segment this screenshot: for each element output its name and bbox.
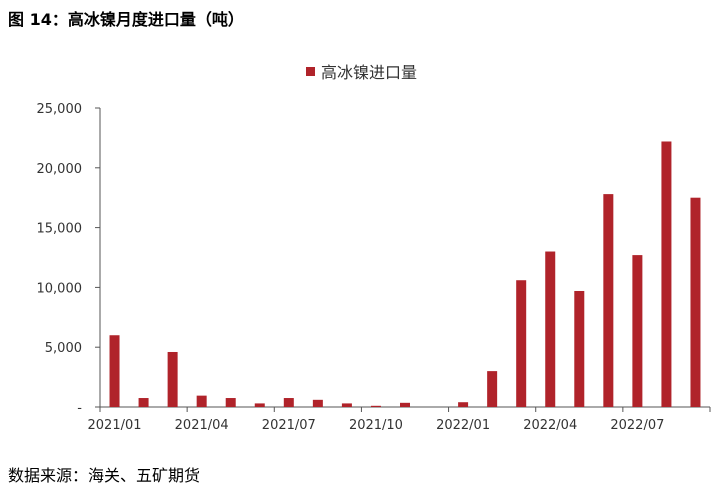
x-tick-label: 2021/10: [349, 418, 403, 433]
x-tick-label: 2021/07: [262, 418, 316, 433]
y-axis: - 5,000 10,000 15,000 20,000 25,000: [37, 102, 101, 416]
y-tick-label: -: [77, 401, 82, 416]
x-tick-label: 2021/04: [175, 418, 229, 433]
bar: [632, 255, 643, 407]
bar: [138, 398, 149, 407]
y-tick-label: 10,000: [37, 281, 83, 296]
bar: [458, 402, 469, 407]
bar: [167, 351, 178, 407]
y-tick-label: 5,000: [45, 341, 82, 356]
legend-swatch: [306, 67, 315, 76]
figure-title: 图 14：高冰镍月度进口量（吨）: [8, 10, 244, 29]
bar: [545, 251, 556, 407]
x-tick-label: 2022/01: [436, 418, 490, 433]
bar: [312, 399, 323, 407]
y-tick-label: 20,000: [37, 162, 83, 177]
bar: [400, 402, 410, 407]
bar: [690, 197, 701, 407]
legend: 高冰镍进口量: [306, 63, 417, 82]
legend-label: 高冰镍进口量: [321, 63, 417, 82]
bar: [574, 290, 585, 407]
bar: [341, 403, 352, 407]
bar: [254, 403, 265, 407]
bar: [370, 405, 381, 407]
bars: [109, 141, 701, 407]
y-tick-label: 15,000: [37, 222, 83, 237]
bar: [109, 335, 120, 407]
bar: [196, 395, 207, 407]
bar: [603, 194, 614, 407]
bar: [487, 371, 498, 407]
x-tick-label: 2022/07: [610, 418, 664, 433]
x-axis: 2021/01 2021/04 2021/07 2021/10 2022/01 2022/…: [88, 406, 711, 433]
x-tick-label: 2021/01: [88, 418, 142, 433]
x-tick-label: 2022/04: [523, 418, 577, 433]
bar: [661, 141, 672, 407]
bar: [516, 280, 527, 407]
source-note: 数据来源：海关、五矿期货: [8, 466, 201, 485]
bar: [225, 398, 236, 407]
bar: [283, 398, 294, 407]
y-tick-label: 25,000: [37, 102, 83, 117]
